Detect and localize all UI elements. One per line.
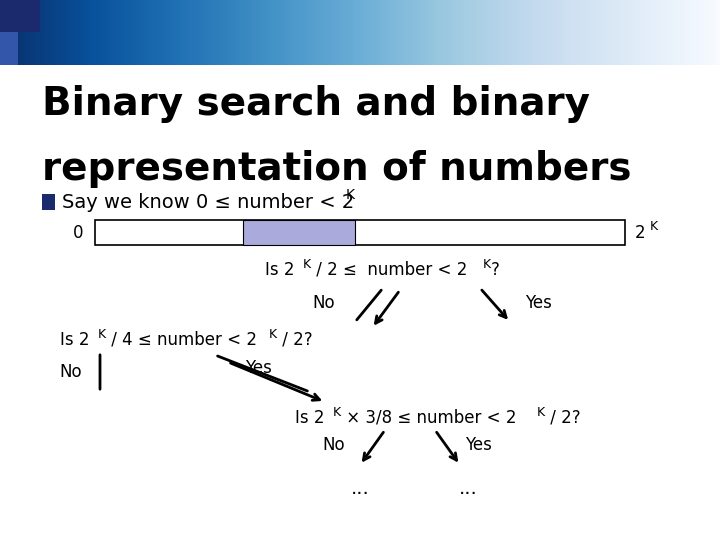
Text: Is 2: Is 2 <box>295 409 325 427</box>
Bar <box>42 194 55 210</box>
Text: No: No <box>59 363 82 381</box>
Text: / 4 ≤ number < 2: / 4 ≤ number < 2 <box>106 331 257 349</box>
Text: K: K <box>537 406 545 419</box>
Text: K: K <box>98 327 106 341</box>
Text: K: K <box>483 258 491 271</box>
Text: Say we know 0 ≤ number < 2: Say we know 0 ≤ number < 2 <box>62 192 354 212</box>
Text: Binary search and binary: Binary search and binary <box>42 85 590 123</box>
Text: × 3/8 ≤ number < 2: × 3/8 ≤ number < 2 <box>341 409 516 427</box>
Text: K: K <box>269 327 277 341</box>
Text: representation of numbers: representation of numbers <box>42 150 631 188</box>
Text: No: No <box>323 436 345 454</box>
Text: K: K <box>303 258 311 271</box>
Text: ?: ? <box>491 261 500 279</box>
Text: K: K <box>650 220 658 233</box>
Text: ...: ... <box>459 478 477 497</box>
Text: 2: 2 <box>635 224 646 241</box>
Text: ...: ... <box>351 478 369 497</box>
Text: K: K <box>333 406 341 419</box>
Bar <box>0 32 18 65</box>
Text: Is 2: Is 2 <box>60 331 89 349</box>
Text: / 2 ≤  number < 2: / 2 ≤ number < 2 <box>311 261 467 279</box>
Text: No: No <box>312 294 335 312</box>
Text: Yes: Yes <box>525 294 552 312</box>
Bar <box>0 0 40 32</box>
Text: 0: 0 <box>73 224 83 241</box>
Text: / 2?: / 2? <box>277 331 312 349</box>
Text: / 2?: / 2? <box>545 409 580 427</box>
Text: Yes: Yes <box>245 359 272 377</box>
Bar <box>95 220 625 245</box>
Text: K: K <box>346 188 355 202</box>
Bar <box>243 220 355 245</box>
Text: Yes: Yes <box>465 436 492 454</box>
Text: Is 2: Is 2 <box>265 261 294 279</box>
